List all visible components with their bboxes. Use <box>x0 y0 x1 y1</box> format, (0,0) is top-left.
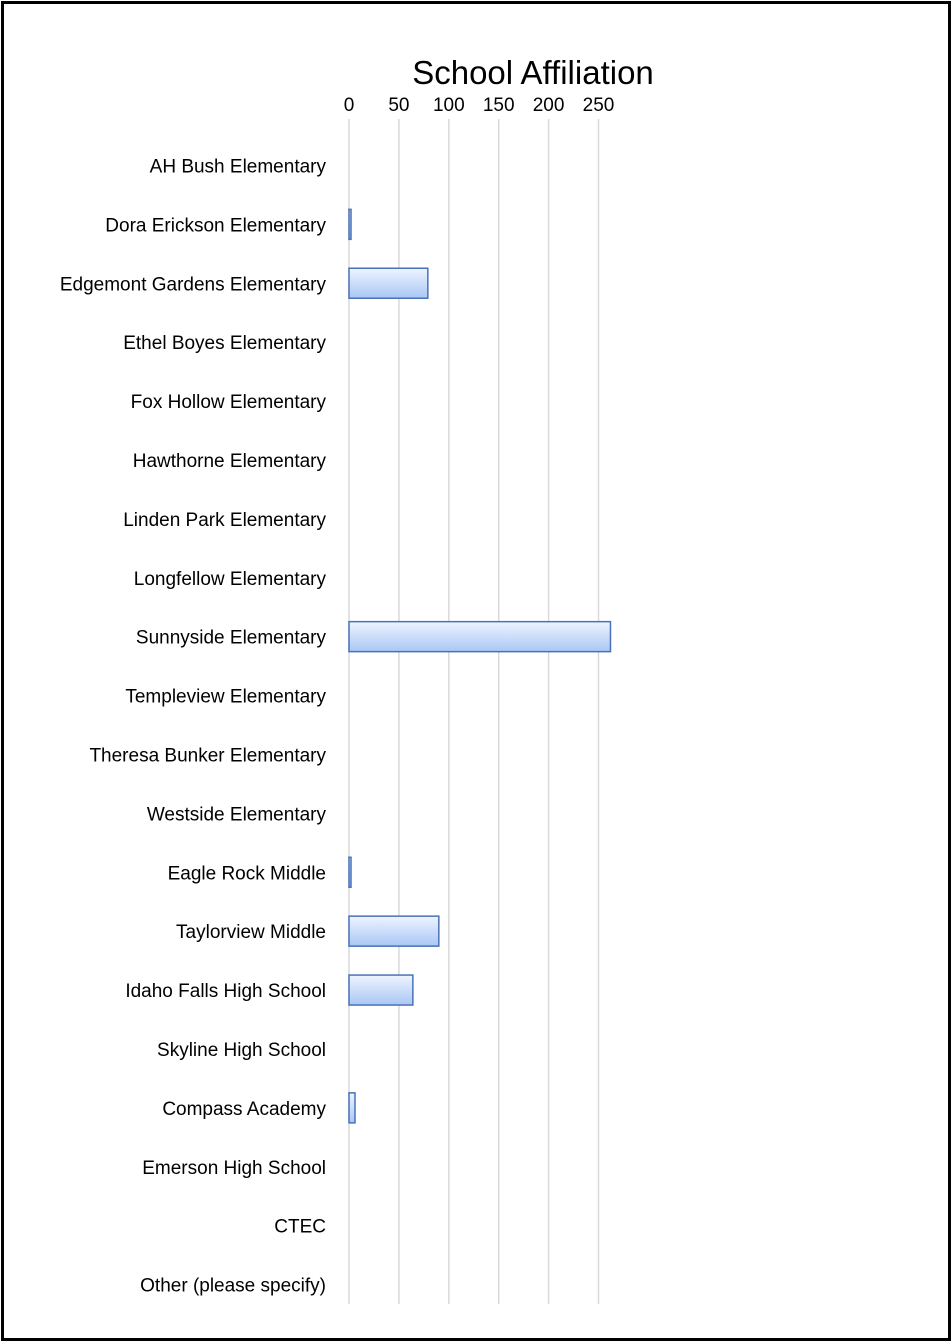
category-label: Theresa Bunker Elementary <box>89 745 326 766</box>
bar <box>348 1092 356 1124</box>
category-label: Other (please specify) <box>140 1276 326 1297</box>
category-label: Templeview Elementary <box>125 687 326 708</box>
bars <box>348 208 612 1124</box>
category-label: Skyline High School <box>157 1040 326 1061</box>
category-label: CTEC <box>274 1217 326 1238</box>
x-tick-label: 200 <box>533 95 565 116</box>
category-label: Ethel Boyes Elementary <box>123 333 326 354</box>
bar <box>348 208 352 241</box>
bar <box>348 620 612 653</box>
category-label: Sunnyside Elementary <box>136 628 327 649</box>
bar <box>348 974 414 1006</box>
chart-title: School Affiliation <box>412 54 654 91</box>
category-label: Taylorview Middle <box>176 922 326 943</box>
category-label: AH Bush Elementary <box>150 156 327 177</box>
category-label: Eagle Rock Middle <box>168 863 326 884</box>
category-label: Compass Academy <box>162 1099 326 1120</box>
x-tick-label: 50 <box>388 95 409 116</box>
category-label: Westside Elementary <box>147 804 327 825</box>
category-label: Linden Park Elementary <box>123 510 326 531</box>
category-label: Hawthorne Elementary <box>133 451 327 472</box>
category-label: Fox Hollow Elementary <box>131 392 327 413</box>
category-label: Dora Erickson Elementary <box>105 215 326 236</box>
category-label: Edgemont Gardens Elementary <box>60 274 327 295</box>
category-label: Emerson High School <box>142 1158 326 1179</box>
bar <box>348 267 429 299</box>
x-tick-label: 150 <box>483 95 515 116</box>
category-label: Idaho Falls High School <box>125 981 326 1002</box>
bar <box>348 915 440 947</box>
bar <box>348 856 352 888</box>
bar-chart: School Affiliation 0 50 100 150 200 250 AH Bu… <box>60 54 654 1304</box>
category-labels: AH Bush Elementary Dora Erickson Elementa… <box>60 156 327 1296</box>
x-tick-label: 100 <box>433 95 465 116</box>
category-label: Longfellow Elementary <box>134 569 327 590</box>
x-tick-label: 250 <box>583 95 615 116</box>
x-tick-label: 0 <box>344 95 355 116</box>
tick-labels: 0 50 100 150 200 250 <box>344 95 615 116</box>
